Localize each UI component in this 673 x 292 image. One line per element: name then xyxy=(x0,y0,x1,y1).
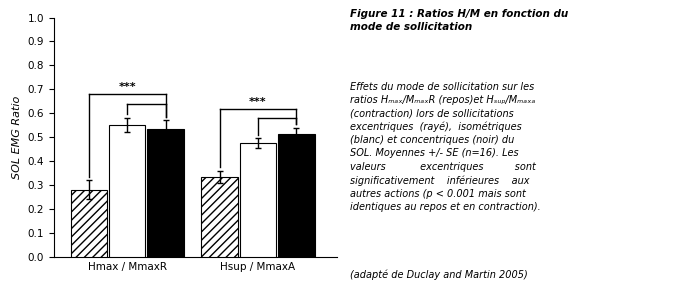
Bar xyxy=(109,125,145,257)
Bar xyxy=(278,134,314,257)
Bar xyxy=(71,190,107,257)
Text: (adapté de Duclay and Martin 2005): (adapté de Duclay and Martin 2005) xyxy=(350,270,528,280)
Bar xyxy=(201,177,238,257)
Bar xyxy=(240,143,276,257)
Bar xyxy=(147,129,184,257)
Text: Figure 11 : Ratios H/M en fonction du
mode de sollicitation: Figure 11 : Ratios H/M en fonction du mo… xyxy=(350,9,568,32)
Y-axis label: SOL EMG Ratio: SOL EMG Ratio xyxy=(12,95,22,179)
Text: Effets du mode de sollicitation sur les
ratios Hₘₐₓ/MₘₐₓR (repos)et Hₛᵤₚ/Mₘₐₓₐ
(: Effets du mode de sollicitation sur les … xyxy=(350,82,540,212)
Text: ***: *** xyxy=(249,97,267,107)
Text: ***: *** xyxy=(118,82,136,92)
